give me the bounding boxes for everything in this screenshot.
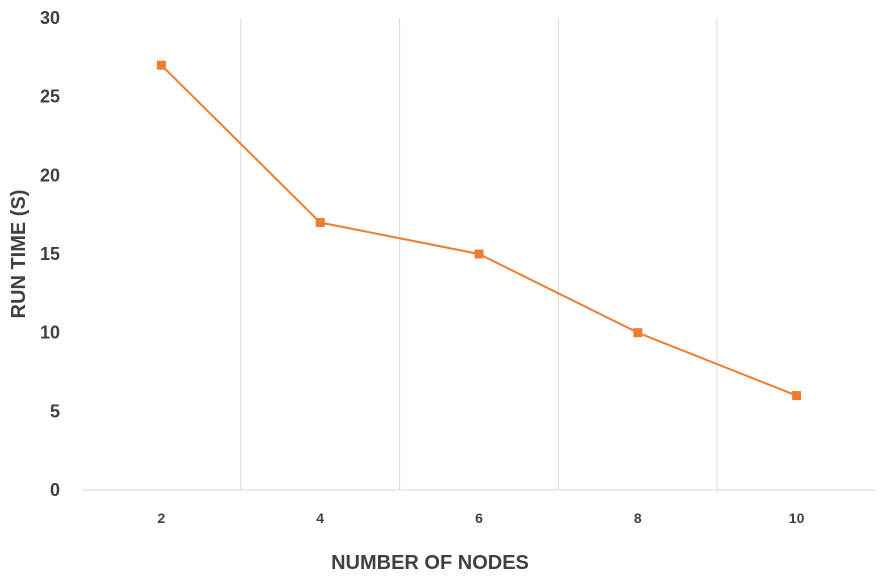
- series-line: [160, 64, 797, 397]
- y-tick-label: 30: [40, 8, 60, 28]
- x-tick-label: 2: [158, 510, 166, 526]
- x-axis-title: NUMBER OF NODES: [331, 552, 529, 574]
- data-point-marker: [474, 249, 484, 259]
- x-tick-label: 6: [475, 510, 483, 526]
- data-point-marker: [156, 60, 166, 70]
- data-point-marker: [633, 328, 643, 338]
- y-tick-label: 15: [40, 244, 60, 264]
- y-tick-label: 10: [40, 323, 60, 343]
- x-tick-labels: 2 4 6 8 10: [158, 510, 805, 526]
- y-tick-label: 0: [50, 480, 60, 500]
- gridlines: [240, 18, 718, 490]
- data-point-marker: [315, 218, 325, 228]
- y-tick-label: 25: [40, 87, 60, 107]
- y-tick-label: 5: [50, 401, 60, 421]
- x-tick-label: 4: [316, 510, 324, 526]
- x-tick-label: 8: [634, 510, 642, 526]
- data-point-marker: [792, 391, 802, 401]
- y-tick-label: 20: [40, 165, 60, 185]
- y-axis-title: RUN TIME (S): [8, 190, 30, 319]
- y-tick-labels: 0 5 10 15 20 25 30: [40, 8, 60, 500]
- series: [156, 60, 802, 401]
- x-tick-label: 10: [789, 510, 805, 526]
